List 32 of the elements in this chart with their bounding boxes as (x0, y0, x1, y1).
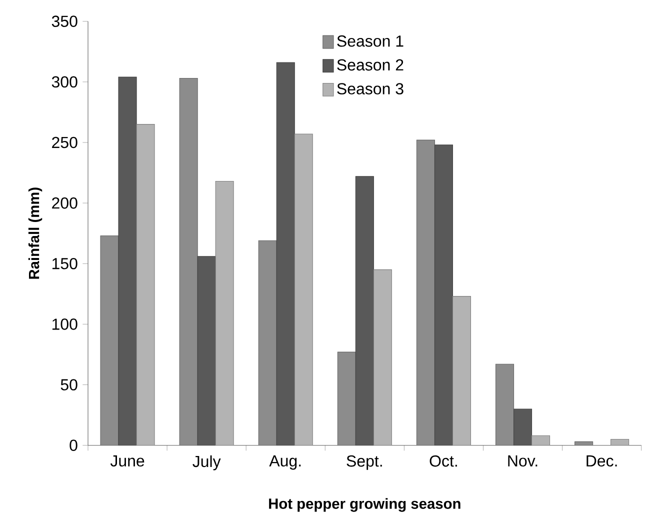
bar (294, 134, 313, 446)
bar (179, 78, 198, 446)
y-tick-label: 350 (52, 16, 78, 27)
x-tick-label: Nov. (508, 455, 538, 466)
bar (215, 180, 234, 446)
bar (373, 269, 392, 446)
y-axis-title: Rainfall (mm) (28, 187, 42, 279)
legend-label: Season 2 (337, 59, 404, 70)
x-tick-label: Sept. (346, 455, 382, 470)
y-tick-label: 300 (52, 76, 78, 88)
y-tick-label: 250 (52, 136, 78, 148)
x-tick-label: June (110, 455, 144, 466)
bar (100, 235, 119, 446)
y-tick-label: 200 (52, 197, 78, 209)
bar (416, 140, 435, 446)
y-tick-label: 100 (52, 318, 78, 330)
x-tick-label: Oct. (430, 455, 457, 467)
x-tick-label: Dec. (586, 455, 617, 466)
y-tick-label: 150 (52, 258, 78, 270)
y-tick-label: 50 (60, 378, 78, 390)
bar (452, 296, 471, 446)
x-tick-label: July (192, 455, 221, 470)
legend-label: Season 1 (337, 35, 404, 47)
bar (532, 435, 550, 446)
legend-label: Season 3 (337, 82, 404, 94)
y-tick-label: 0 (70, 440, 78, 451)
bar (136, 124, 155, 446)
x-axis-title: Hot pepper growing season (269, 498, 460, 512)
bar (258, 240, 277, 446)
bar (495, 364, 514, 446)
bar (337, 352, 356, 446)
x-tick-label: Aug. (269, 455, 301, 470)
